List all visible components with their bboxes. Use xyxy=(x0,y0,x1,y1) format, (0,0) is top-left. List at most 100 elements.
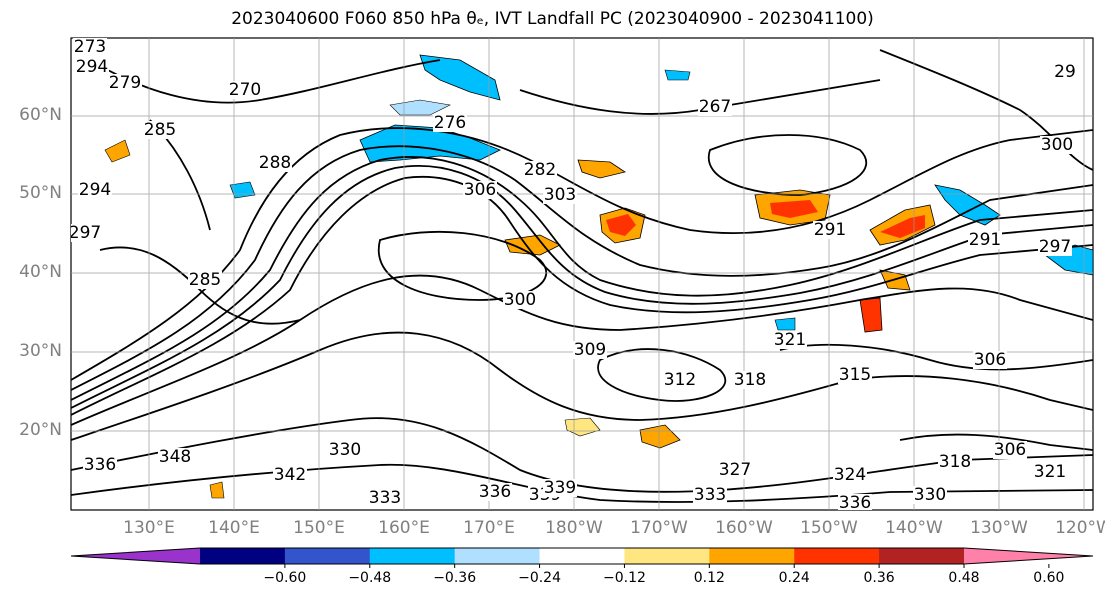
colorbar-tick-label: −0.48 xyxy=(348,570,392,586)
contour-label-bg xyxy=(968,231,1002,249)
contour-label-bg xyxy=(663,371,697,389)
lon-label: 120°W xyxy=(1055,518,1105,538)
contour-label: 348 xyxy=(159,447,191,467)
contour-label: 312 xyxy=(664,370,696,390)
contour-label: 330 xyxy=(914,485,946,505)
contour-label: 333 xyxy=(369,488,401,508)
contour-label: 291 xyxy=(969,230,1001,250)
lon-label: 170°W xyxy=(630,518,688,538)
contour-label: 282 xyxy=(524,160,556,180)
contour-label: 285 xyxy=(144,120,176,140)
colorbar-tick-label: −0.24 xyxy=(518,570,561,586)
contour-label-bg xyxy=(913,486,947,504)
contour-label: 273 xyxy=(74,37,106,57)
contour-label-bg xyxy=(83,456,117,474)
contour-label-bg xyxy=(228,81,262,99)
contour-label: 330 xyxy=(329,440,361,460)
contour-label-bg xyxy=(273,466,307,484)
contour-label: 276 xyxy=(434,113,466,133)
contour-label-bg xyxy=(698,98,732,116)
contour-label: 327 xyxy=(719,460,751,480)
colorbar-segment xyxy=(794,548,880,564)
contour-label-bg xyxy=(543,479,577,497)
lat-label: 30°N xyxy=(19,341,62,361)
gridlines xyxy=(71,38,1093,510)
contour-label: 294 xyxy=(76,57,108,77)
contour-label-bg xyxy=(258,154,292,172)
contour-label: 315 xyxy=(839,365,871,385)
colorbar-outline xyxy=(70,547,1094,565)
contour-label: 336 xyxy=(839,493,871,513)
colorbar-extend-high xyxy=(964,548,1093,564)
contour-label-bg xyxy=(838,366,872,384)
contour-label: 267 xyxy=(699,97,731,117)
contour-label: 285 xyxy=(189,270,221,290)
contour-label: 297 xyxy=(1039,237,1071,257)
lat-label: 20°N xyxy=(19,420,62,440)
colorbar-tick-label: −0.12 xyxy=(602,570,646,586)
contour-label: 342 xyxy=(274,465,306,485)
contour-label-bg xyxy=(813,221,847,239)
contour-label: 288 xyxy=(259,153,291,173)
contour-label-bg xyxy=(833,466,867,484)
colorbar-tick-label: 0.24 xyxy=(778,570,810,586)
lon-label: 160°W xyxy=(715,518,773,538)
contour-labels: 2732942702792852672930028829729428527628… xyxy=(69,37,1082,513)
contour-label-bg xyxy=(523,161,557,179)
lat-label: 50°N xyxy=(19,183,62,203)
contour-label-bg xyxy=(1033,463,1067,481)
contour-label-bg xyxy=(73,38,107,56)
contour-label-bg xyxy=(78,181,112,199)
lon-label: 150°W xyxy=(800,518,858,538)
contour-label-bg xyxy=(733,371,767,389)
colorbar-segment xyxy=(709,548,795,564)
contour-label-bg xyxy=(368,489,402,507)
contour-label: 336 xyxy=(479,482,511,502)
lon-label: 170°E xyxy=(463,518,515,538)
colorbar-segment xyxy=(200,548,286,564)
contour-label-bg xyxy=(938,453,972,471)
contour-label-bg xyxy=(1038,238,1072,256)
contour-label: 270 xyxy=(229,80,261,100)
lon-label: 130°W xyxy=(970,518,1028,538)
colorbar-tick-label: −0.60 xyxy=(263,570,307,586)
contour-label-bg xyxy=(1048,63,1082,81)
contour-label-bg xyxy=(973,351,1007,369)
lon-label: 160°E xyxy=(378,518,430,538)
colorbar-tick-label: 0.36 xyxy=(863,570,895,586)
colorbar-segment xyxy=(454,548,541,564)
contour-label: 300 xyxy=(1041,135,1073,155)
contour-label-bg xyxy=(463,181,497,199)
colorbar-tick-label: 0.48 xyxy=(948,570,980,586)
contour-label-bg xyxy=(108,74,142,92)
contour-label-bg xyxy=(71,224,102,242)
contour-label: 306 xyxy=(994,440,1026,460)
contour-label: 318 xyxy=(939,452,971,472)
contour-label-bg xyxy=(1040,136,1074,154)
contour-label-bg xyxy=(328,441,362,459)
lon-label: 140°W xyxy=(885,518,943,538)
contour-label: 309 xyxy=(574,340,606,360)
contour-label-bg xyxy=(503,291,537,309)
contour-label-bg xyxy=(158,448,192,466)
colorbar-tick-label: 0.60 xyxy=(1033,570,1065,586)
contour-label-bg xyxy=(143,121,177,139)
contour-label: 306 xyxy=(974,350,1006,370)
contour-label-bg xyxy=(693,486,727,504)
lon-label: 130°E xyxy=(123,518,175,538)
contour-label: 303 xyxy=(544,185,576,205)
contour-label-bg xyxy=(993,441,1027,459)
colorbar-tick-label: −0.36 xyxy=(433,570,477,586)
contour-label: 300 xyxy=(504,290,536,310)
contour-label: 297 xyxy=(69,223,101,243)
contour-label: 324 xyxy=(834,465,866,485)
contour-label: 291 xyxy=(814,220,846,240)
contour-label: 321 xyxy=(774,330,806,350)
lat-label: 40°N xyxy=(19,262,62,282)
contour-label-bg xyxy=(573,341,607,359)
contour-label: 279 xyxy=(109,73,141,93)
contour-label-bg xyxy=(838,494,872,510)
lon-label: 150°E xyxy=(293,518,345,538)
contour-label-bg xyxy=(718,461,752,479)
